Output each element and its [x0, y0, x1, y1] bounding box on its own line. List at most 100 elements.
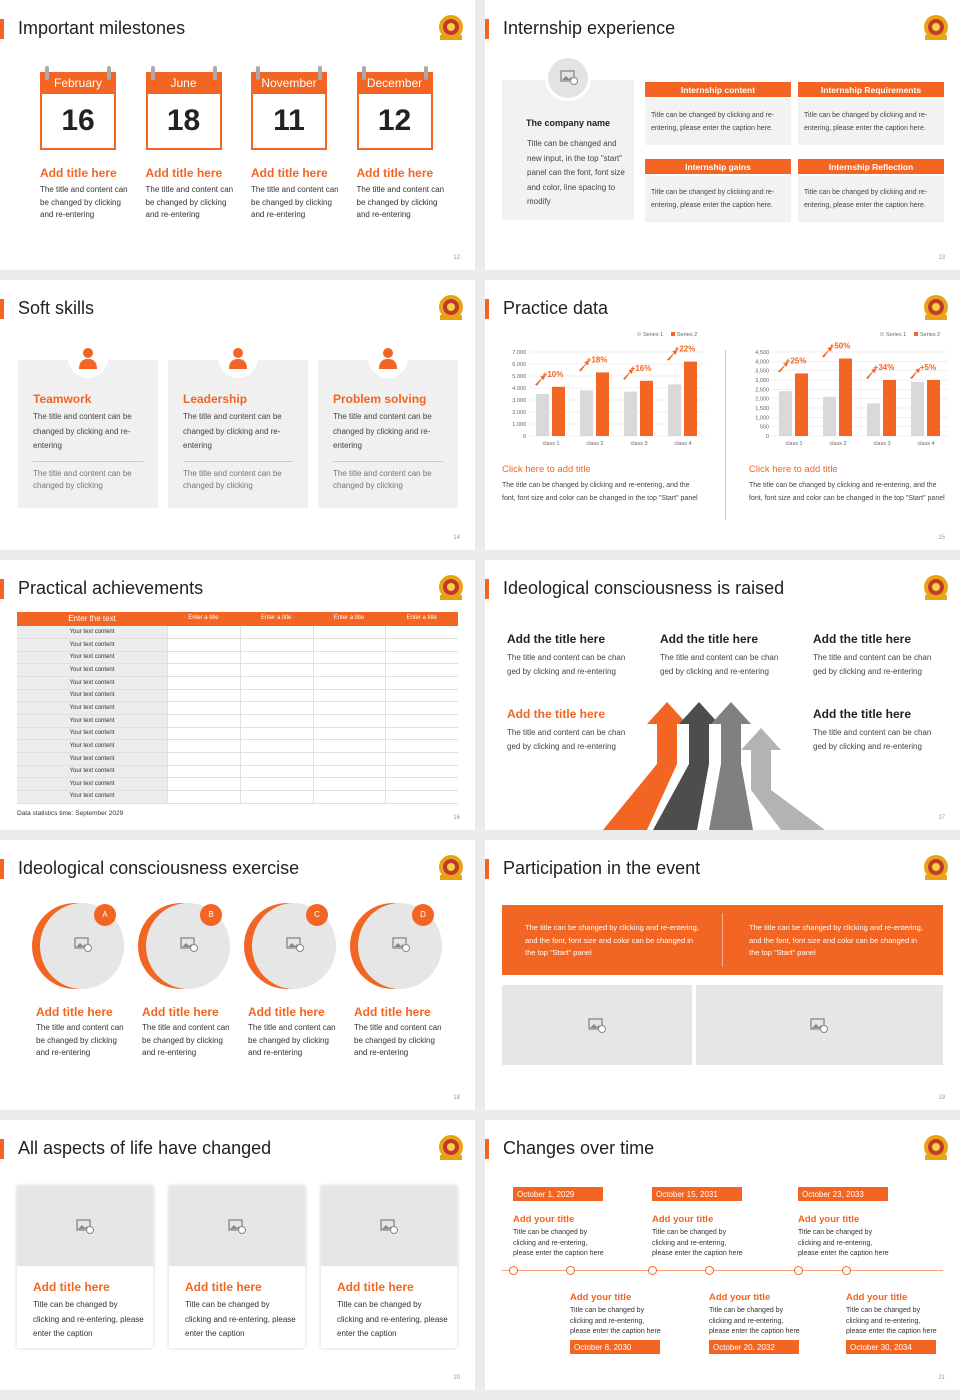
- milestone-heading: Add title here: [251, 166, 328, 180]
- icon-mountain: [76, 943, 87, 947]
- bar: [596, 372, 609, 436]
- y-tick-label: 1,000: [755, 415, 769, 421]
- skill-icon: [229, 348, 247, 369]
- calendar-month: June: [170, 76, 197, 90]
- bar: [883, 380, 896, 436]
- logo-center: [932, 1143, 940, 1151]
- logo-center: [932, 303, 940, 311]
- page-number: 17: [938, 815, 945, 821]
- bar: [823, 396, 836, 436]
- box-header: [645, 82, 791, 97]
- event-text: Title can be changed by clicking and re-…: [513, 1229, 604, 1257]
- item-text: The title and content can be chan ged by…: [813, 653, 932, 676]
- row-line: [17, 676, 458, 678]
- badge-letter: A: [102, 910, 108, 919]
- badge-letter: C: [314, 910, 320, 919]
- calendar-header: [356, 72, 433, 94]
- card-heading: Add title here: [337, 1280, 414, 1294]
- image-box: [169, 1186, 305, 1266]
- item-text: The title and content can be changed by …: [354, 1023, 442, 1057]
- icon-frame: [74, 937, 89, 949]
- milestone-heading: Add title here: [40, 166, 117, 180]
- slide-title: Practice data: [503, 298, 609, 318]
- slide: Changes over time 21 October 1, 2029 Add yo…: [485, 1120, 960, 1390]
- table-header-cell: Enter a title: [188, 615, 219, 621]
- x-tick-label: class 4: [674, 441, 691, 447]
- event-heading: Add your title: [846, 1292, 908, 1303]
- event-date: October 8, 2030: [574, 1342, 632, 1352]
- company-icon-circle: [545, 55, 591, 101]
- calendar-body: [145, 94, 222, 150]
- annotation: +25%: [786, 356, 807, 365]
- calendar-day: 12: [377, 104, 412, 137]
- slide-title: Soft skills: [18, 298, 95, 318]
- x-tick-label: class 2: [829, 441, 846, 447]
- logo-ribbon: [925, 595, 947, 600]
- annotation: +22%: [675, 345, 696, 354]
- timeline-line: [502, 1270, 943, 1271]
- table-cell: Your text content: [69, 666, 115, 673]
- banner-divider: [722, 913, 723, 967]
- row-line: [17, 777, 458, 779]
- legend-swatch: [880, 332, 884, 336]
- page-number: 15: [938, 535, 945, 541]
- row-line: [17, 802, 458, 804]
- event-heading: Add your title: [570, 1292, 632, 1303]
- slide: Practical achievements 16 Enter the text En…: [0, 560, 475, 830]
- row-line: [17, 701, 458, 703]
- slide: Ideological consciousness exercise 18 A Add…: [0, 840, 475, 1110]
- chart-divider: [725, 350, 726, 520]
- logo-ribbon: [925, 315, 947, 320]
- item-text: The title and content can be changed by …: [142, 1023, 230, 1057]
- milestone-text: The title and content can be changed by …: [356, 185, 445, 219]
- y-tick-label: 3,500: [755, 369, 769, 375]
- y-tick-label: 5.000: [512, 374, 526, 380]
- company-card: [502, 80, 634, 220]
- table-header-cell: Enter the text: [68, 613, 116, 623]
- calendar-day: 18: [166, 104, 201, 137]
- row-line: [17, 650, 458, 652]
- logo-center: [447, 583, 455, 591]
- skill-text: The title and content can be changed by …: [183, 412, 282, 450]
- row-line: [17, 764, 458, 766]
- card-text: Title can be changed by clicking and re-…: [33, 1300, 144, 1338]
- timeline-dot: [705, 1266, 714, 1275]
- bar: [795, 373, 808, 436]
- skill-icon-circle: [68, 338, 108, 378]
- image-placeholder-icon: [588, 1018, 606, 1033]
- arrow-stripe: [709, 702, 753, 830]
- calendar-body: [40, 94, 116, 150]
- column-line: [239, 626, 241, 804]
- row-line: [17, 663, 458, 665]
- logo: [439, 1135, 463, 1160]
- icon-plus-badge: [86, 1226, 94, 1234]
- event-text: Title can be changed by clicking and re-…: [846, 1307, 937, 1335]
- table-cell: Your text content: [69, 641, 115, 648]
- x-tick-label: class 1: [785, 441, 802, 447]
- x-tick-label: class 4: [917, 441, 934, 447]
- icon-plus-badge: [84, 944, 92, 952]
- logo-center: [447, 23, 455, 31]
- y-tick-label: 6.000: [512, 362, 526, 368]
- calendar-ring: [423, 66, 428, 80]
- page-number: 18: [453, 1095, 460, 1101]
- skill-icon-circle: [368, 338, 408, 378]
- slide-title: Ideological consciousness exercise: [18, 858, 300, 878]
- legend-label: Series 1: [643, 332, 663, 338]
- skill-divider: [183, 461, 293, 462]
- page-number: 14: [453, 535, 460, 541]
- annotation: +16%: [631, 364, 652, 373]
- event-heading: Add your title: [513, 1214, 575, 1225]
- icon-mountain: [590, 1024, 601, 1028]
- table-cell: Your text content: [69, 755, 115, 762]
- item-text: The title and content can be chan ged by…: [507, 653, 626, 676]
- calendar-day: 11: [273, 104, 305, 137]
- date-box: October 8, 2030: [570, 1340, 660, 1354]
- item-heading: Add the title here: [813, 707, 912, 721]
- icon-mountain: [230, 1225, 241, 1229]
- bar: [927, 380, 940, 436]
- title-accent: [0, 1139, 4, 1159]
- icon-mountain: [288, 943, 299, 947]
- bar: [624, 391, 637, 436]
- calendar-body: [356, 94, 433, 150]
